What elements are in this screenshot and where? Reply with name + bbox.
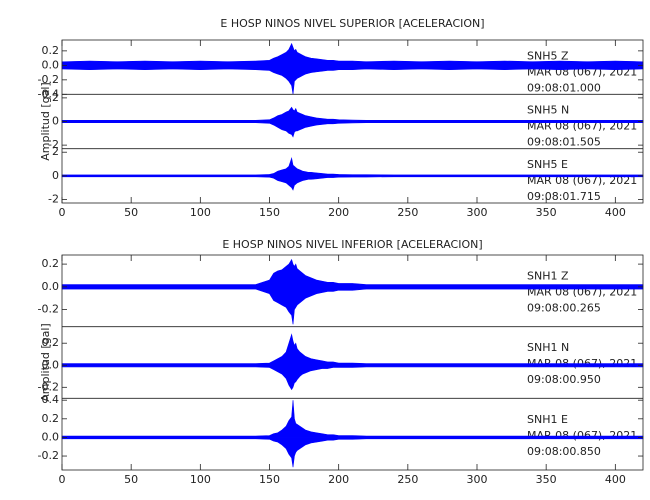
waveform-envelope [61, 437, 644, 468]
plot-frame [61, 254, 644, 471]
y-tick-label: -2 [48, 138, 59, 151]
y-axis-label: Amplitud [gal] [39, 82, 52, 160]
y-tick-label: 0.2 [42, 336, 60, 349]
x-tick-label: 200 [328, 206, 349, 219]
y-tick-label: 0 [52, 169, 59, 182]
date-label: MAR 08 (067), 2021 [527, 429, 637, 442]
y-tick-label: 0.0 [42, 58, 60, 71]
x-tick-label: 250 [397, 473, 418, 486]
y-tick-label: 0.2 [42, 257, 60, 270]
x-tick-label: 200 [328, 473, 349, 486]
waveform-envelope [61, 258, 644, 288]
waveform-envelope [61, 106, 644, 122]
waveform-envelope [61, 42, 644, 66]
station-label: SNH5 Z [527, 49, 569, 62]
date-label: MAR 08 (067), 2021 [527, 174, 637, 187]
x-tick-label: 300 [467, 473, 488, 486]
y-tick-label: 0.2 [42, 412, 60, 425]
plot-frame [61, 39, 644, 204]
x-tick-label: 400 [605, 206, 626, 219]
x-tick-label: 100 [190, 206, 211, 219]
x-tick-label: 100 [190, 473, 211, 486]
y-tick-label: -0.2 [38, 380, 59, 393]
waveform-envelope [61, 156, 644, 177]
x-tick-label: 50 [124, 206, 138, 219]
x-tick-label: 0 [59, 473, 66, 486]
time-label: 09:08:01.000 [527, 81, 601, 94]
station-label: SNH1 N [527, 341, 569, 354]
y-tick-label: 0.4 [42, 393, 60, 406]
station-label: SNH1 Z [527, 270, 569, 283]
x-tick-label: 50 [124, 473, 138, 486]
station-label: SNH5 N [527, 104, 569, 117]
waveform-envelope [61, 121, 644, 138]
y-tick-label: -0.4 [38, 87, 59, 100]
x-tick-label: 350 [536, 473, 557, 486]
time-label: 09:08:01.505 [527, 136, 601, 149]
waveform-envelope [61, 364, 644, 391]
y-tick-label: 0.0 [42, 358, 60, 371]
y-tick-label: 2 [52, 145, 59, 158]
time-label: 09:08:00.265 [527, 302, 601, 315]
y-tick-label: 0.0 [42, 430, 60, 443]
x-tick-label: 400 [605, 473, 626, 486]
time-label: 09:08:01.715 [527, 190, 601, 203]
y-tick-label: 0 [52, 115, 59, 128]
x-tick-label: 300 [467, 206, 488, 219]
station-label: SNH5 E [527, 158, 568, 171]
waveform-envelope [61, 286, 644, 325]
time-label: 09:08:00.850 [527, 445, 601, 458]
x-tick-label: 0 [59, 206, 66, 219]
x-tick-label: 250 [397, 206, 418, 219]
x-tick-label: 150 [259, 473, 280, 486]
waveform-envelope [61, 175, 644, 191]
y-tick-label: -0.2 [38, 73, 59, 86]
y-tick-label: 2 [52, 91, 59, 104]
y-tick-label: 0.2 [42, 44, 60, 57]
y-axis-label: Amplitud [gal] [39, 323, 52, 401]
waveform-envelope [61, 400, 644, 438]
y-tick-label: -0.2 [38, 303, 59, 316]
waveform-envelope [61, 65, 644, 95]
x-tick-label: 150 [259, 206, 280, 219]
panel-title: E HOSP NINOS NIVEL SUPERIOR [ACELERACION… [220, 17, 484, 30]
time-label: 09:08:00.950 [527, 373, 601, 386]
waveform-envelope [61, 333, 644, 366]
y-tick-label: -2 [48, 192, 59, 205]
panel-title: E HOSP NINOS NIVEL INFERIOR [ACELERACION… [222, 238, 482, 251]
y-tick-label: -0.2 [38, 449, 59, 462]
y-tick-label: 0.0 [42, 280, 60, 293]
station-label: SNH1 E [527, 413, 568, 426]
x-tick-label: 350 [536, 206, 557, 219]
